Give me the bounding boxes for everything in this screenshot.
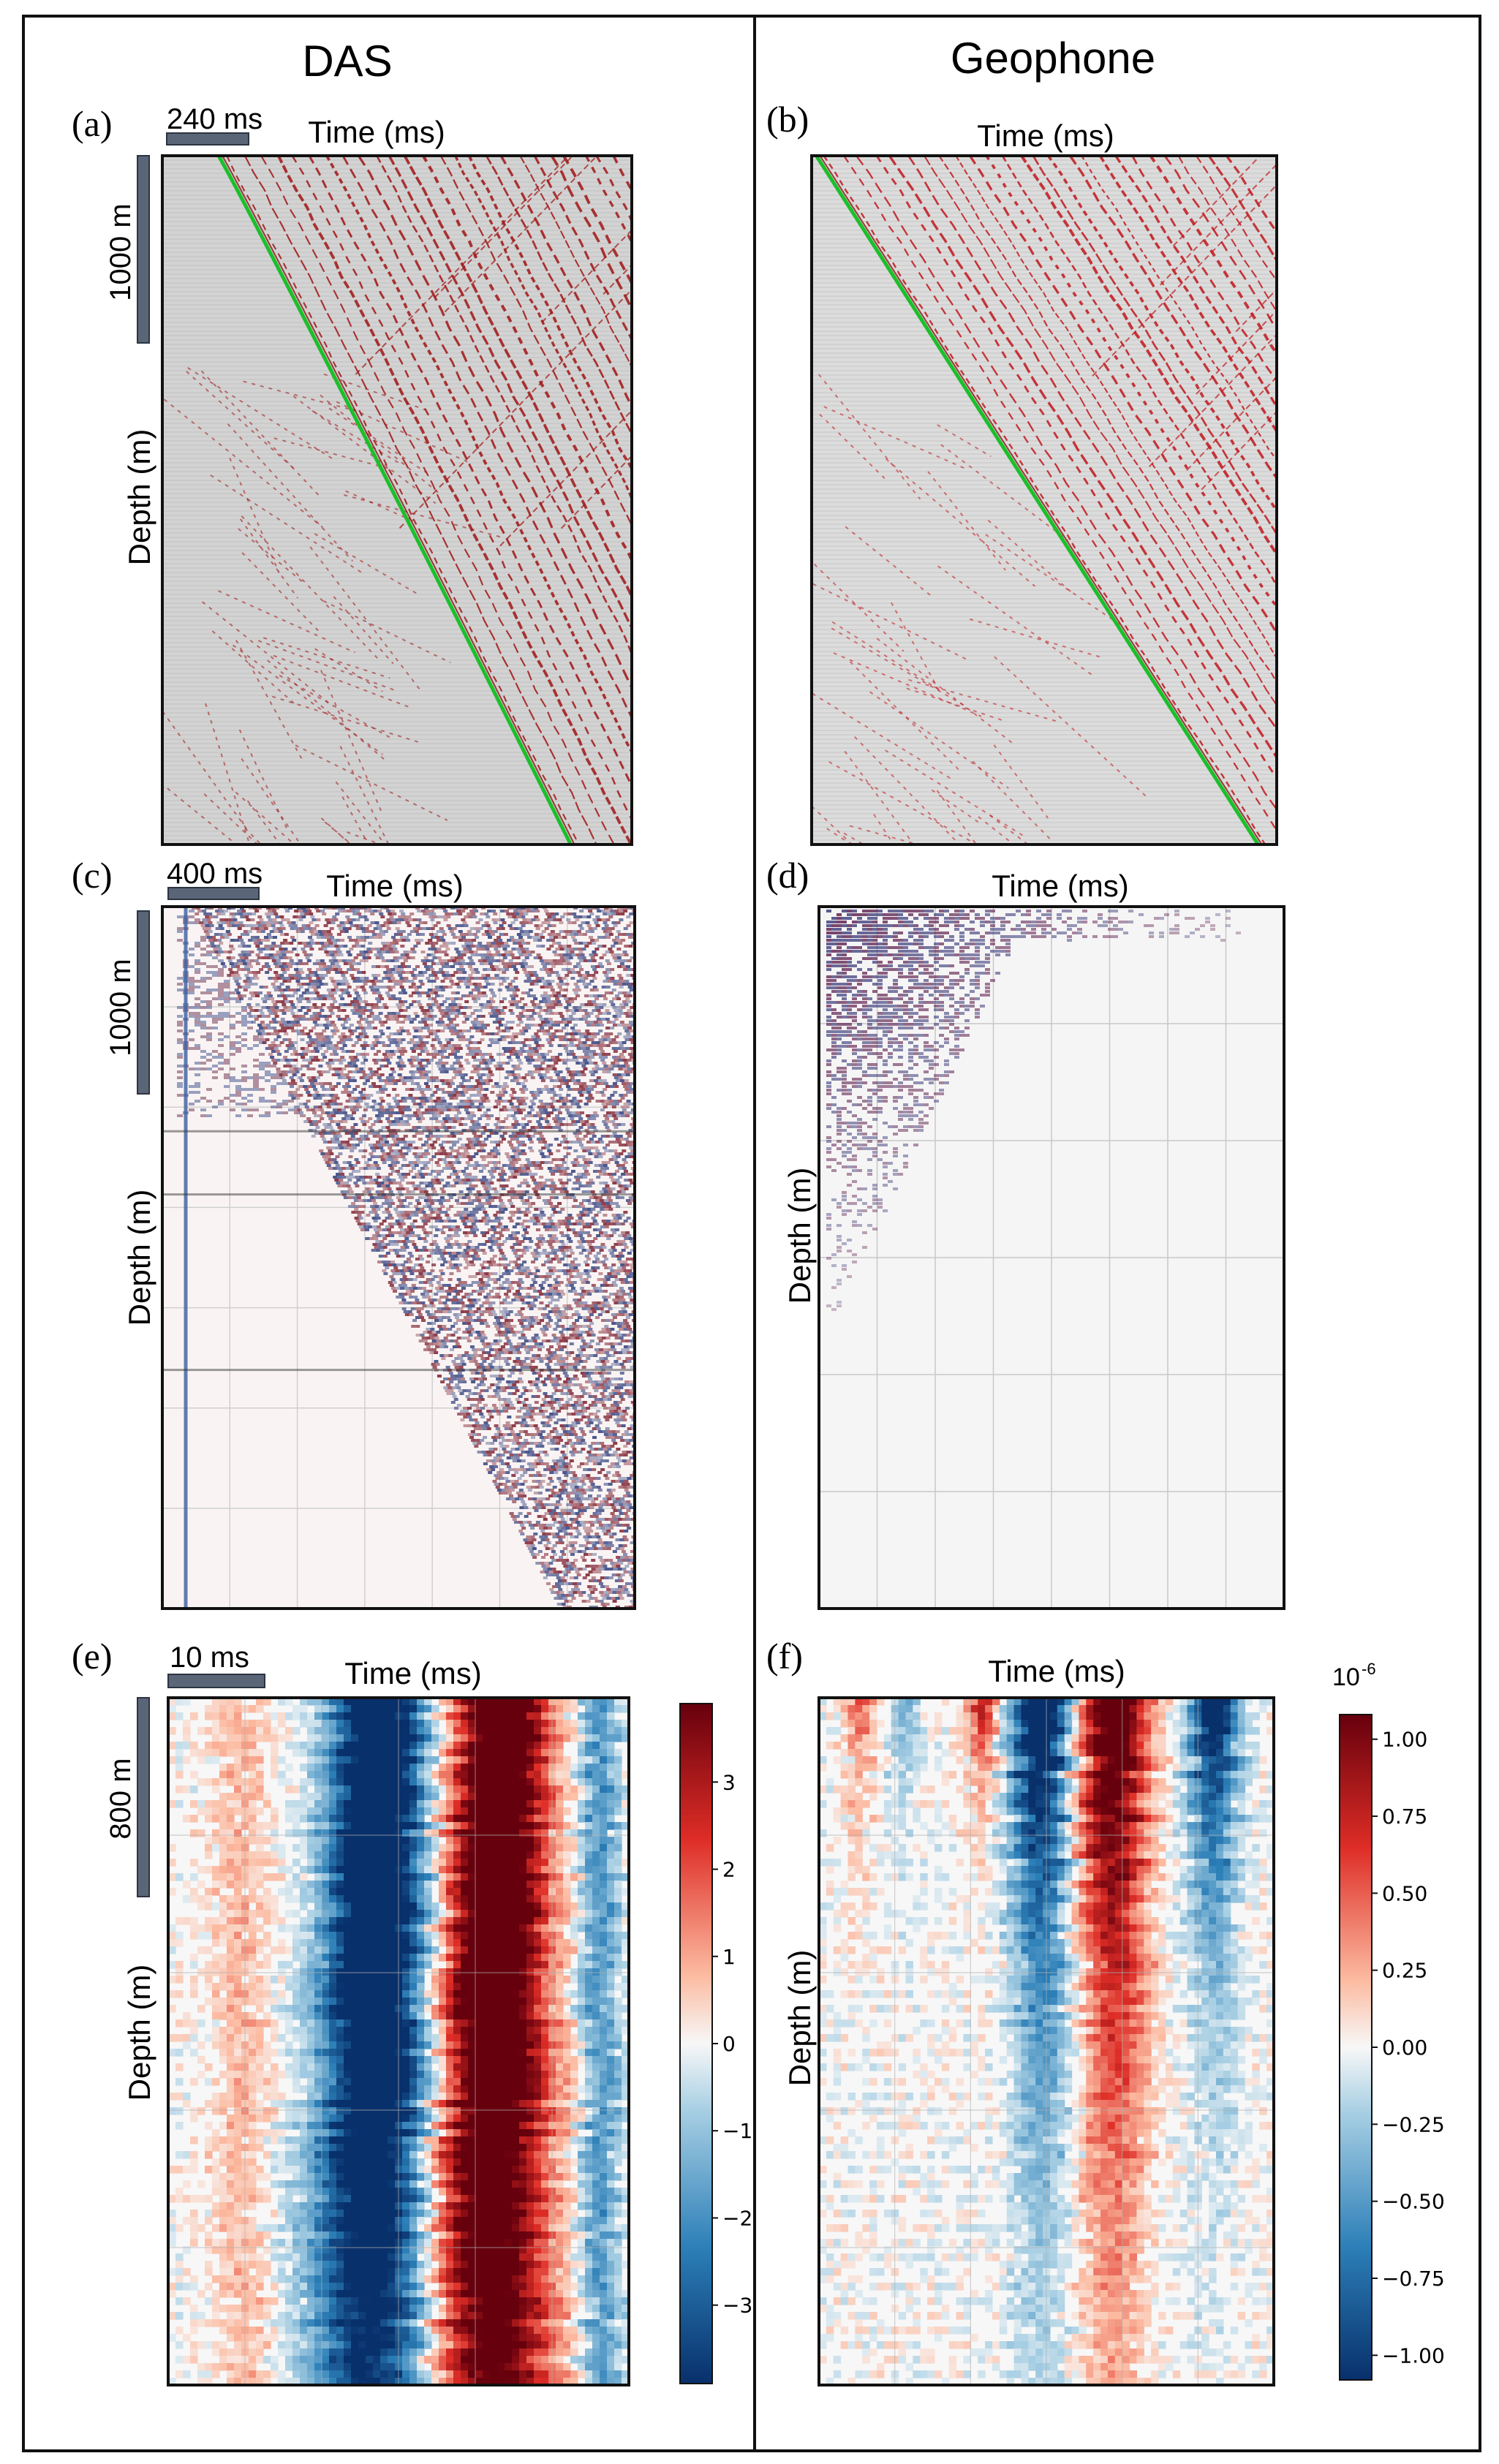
depth-label-d: Depth (m) xyxy=(782,1168,817,1304)
panel-frame-b xyxy=(810,154,1278,846)
colorbar-tick-label: −3 xyxy=(722,2294,752,2318)
plot-panel-c xyxy=(162,907,635,1609)
colorbar-tick-label: −1 xyxy=(722,2119,752,2143)
panel-label-e: (e) xyxy=(72,1636,113,1677)
depth-label-c: Depth (m) xyxy=(122,1190,156,1326)
depth-label-f: Depth (m) xyxy=(782,1950,817,2087)
panel-frame-f xyxy=(818,1696,1275,2386)
column-header-das: DAS xyxy=(302,37,392,86)
time-label-f: Time (ms) xyxy=(988,1654,1125,1688)
colorbar-tick-label: −0.75 xyxy=(1382,2267,1445,2291)
depth-label-a: Depth (m) xyxy=(122,429,156,566)
colorbar-tick-label: 0.25 xyxy=(1382,1959,1427,1983)
panel-frame-c xyxy=(161,905,636,1610)
wavefield xyxy=(826,910,1241,1311)
plot-panel-a xyxy=(162,156,632,844)
time-scalebar-c xyxy=(167,887,260,900)
colorbar-f xyxy=(1339,1714,1372,2381)
arrival-traces xyxy=(226,156,632,844)
amplitude-field xyxy=(168,1698,629,2385)
plot-panel-e xyxy=(168,1698,629,2385)
time-scale-label-c: 400 ms xyxy=(167,858,263,890)
panel-label-c: (c) xyxy=(72,855,113,896)
panel-label-a: (a) xyxy=(72,103,113,144)
colorbar-tick-label: 1 xyxy=(722,1945,736,1969)
depth-scalebar-a xyxy=(137,155,150,344)
colorbar-tick-label: −1.00 xyxy=(1382,2343,1445,2367)
arrival-traces xyxy=(823,156,1277,844)
depth-scale-label-c: 1000 m xyxy=(105,959,137,1056)
colorbar-e-ticks: 3 2 1 0 −1 −2 −3 xyxy=(712,1770,752,2318)
depth-label-e: Depth (m) xyxy=(122,1965,156,2101)
colorbar-tick-label: 0.00 xyxy=(1382,2036,1427,2060)
time-scalebar-e xyxy=(167,1674,265,1688)
colorbar-e xyxy=(679,1703,713,2384)
time-label-b: Time (ms) xyxy=(977,118,1114,153)
colorbar-tick-label: −0.25 xyxy=(1382,2112,1445,2136)
wavefield xyxy=(177,907,635,1609)
colorbar-tick-label: 2 xyxy=(722,1858,736,1882)
panel-frame-d xyxy=(818,905,1285,1610)
colorbar-tick-label: 0.50 xyxy=(1382,1881,1427,1905)
time-label-a: Time (ms) xyxy=(308,115,445,149)
colorbar-tick-label: −0.50 xyxy=(1382,2190,1445,2214)
first-break-pick xyxy=(216,156,573,844)
depth-scale-label-a: 1000 m xyxy=(105,203,137,301)
trace-texture xyxy=(162,156,632,841)
first-break-pick xyxy=(815,156,1260,844)
noise-arrivals xyxy=(162,367,503,844)
colorbar-f-ticks: 1.00 0.75 0.50 0.25 0.00 −0.25 −0.50 −0.75 −1.00 xyxy=(1372,1728,1445,2367)
panel-frame-e xyxy=(167,1696,630,2386)
column-header-geophone: Geophone xyxy=(951,34,1155,83)
panel-label-b: (b) xyxy=(766,99,809,140)
colorbar-tick-label: 0 xyxy=(722,2032,736,2056)
panel-label-d: (d) xyxy=(766,855,809,896)
depth-scalebar-c xyxy=(137,910,150,1095)
colorbar-tick-label: 0.75 xyxy=(1382,1804,1427,1829)
colorbar-f-title: 10 xyxy=(1332,1663,1360,1691)
colorbar-tick-label: 3 xyxy=(722,1770,736,1794)
panel-frame-a xyxy=(161,154,633,846)
plot-panel-d xyxy=(819,907,1284,1609)
panel-label-f: (f) xyxy=(766,1636,803,1677)
time-label-c: Time (ms) xyxy=(326,869,463,903)
time-scalebar-a xyxy=(166,132,249,146)
colorbar-tick-label: −2 xyxy=(722,2206,752,2230)
colorbar-f-title-exponent: -6 xyxy=(1362,1660,1376,1678)
time-scale-label-e: 10 ms xyxy=(170,1641,249,1674)
time-scale-label-a: 240 ms xyxy=(167,103,263,135)
depth-scalebar-e xyxy=(137,1697,150,1897)
figure-frame xyxy=(22,15,1481,2452)
plot-panel-f xyxy=(819,1698,1274,2385)
colorbar-tick-label: 1.00 xyxy=(1382,1728,1427,1752)
time-label-d: Time (ms) xyxy=(992,869,1128,903)
plot-panel-b xyxy=(812,156,1277,844)
depth-scale-label-e: 800 m xyxy=(105,1758,137,1839)
time-label-e: Time (ms) xyxy=(344,1656,481,1690)
